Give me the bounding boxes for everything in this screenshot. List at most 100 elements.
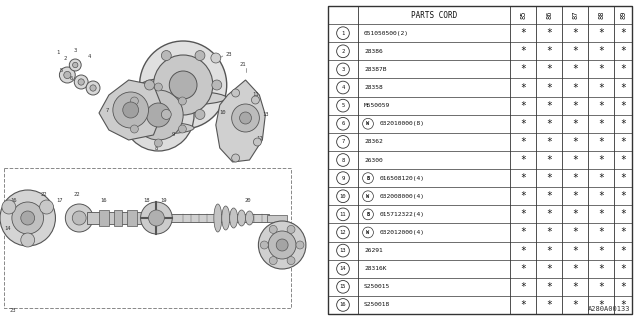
Text: 3: 3 [341,67,344,72]
Text: S250018: S250018 [364,302,390,308]
Text: 4: 4 [88,53,91,59]
Text: *: * [546,46,552,56]
Bar [170,214,269,222]
Text: *: * [620,264,626,274]
Text: 13: 13 [262,113,269,117]
Text: *: * [598,28,604,38]
Text: *: * [546,209,552,219]
Text: 015712322(4): 015712322(4) [380,212,425,217]
Text: *: * [598,173,604,183]
Circle shape [287,225,295,233]
Text: *: * [546,119,552,129]
Circle shape [86,81,100,95]
Text: *: * [598,264,604,274]
Circle shape [161,109,172,119]
Circle shape [74,75,88,89]
Text: 14: 14 [340,266,346,271]
Text: 23: 23 [226,52,232,57]
Bar [127,210,136,226]
Text: 23: 23 [10,308,17,313]
Text: 2: 2 [64,55,67,60]
Circle shape [0,190,56,246]
Circle shape [212,80,222,90]
Ellipse shape [222,206,230,230]
Text: *: * [546,245,552,256]
Text: 6: 6 [341,121,344,126]
Circle shape [253,138,261,146]
Text: 7: 7 [106,108,109,113]
Text: *: * [546,228,552,237]
Text: 16: 16 [11,197,17,203]
Ellipse shape [214,204,222,232]
Ellipse shape [154,55,213,115]
Text: 16: 16 [100,197,108,203]
Text: 5: 5 [60,68,63,73]
Text: *: * [520,137,526,147]
Text: *: * [546,264,552,274]
Text: *: * [572,191,578,201]
Text: 22: 22 [74,193,81,197]
Text: *: * [572,83,578,92]
Text: *: * [620,228,626,237]
Text: *: * [572,209,578,219]
Text: *: * [620,101,626,111]
Text: S250015: S250015 [364,284,390,289]
Text: *: * [520,46,526,56]
Circle shape [78,79,84,85]
Text: 7: 7 [341,140,344,144]
Circle shape [363,209,373,220]
Text: *: * [620,28,626,38]
Text: 28316K: 28316K [364,266,387,271]
Circle shape [141,202,172,234]
Text: 26300: 26300 [364,157,383,163]
Circle shape [268,231,296,259]
Circle shape [337,244,349,257]
Text: *: * [572,228,578,237]
Text: W: W [367,194,369,199]
Text: *: * [620,119,626,129]
Text: *: * [572,282,578,292]
Text: *: * [546,28,552,38]
Text: *: * [598,155,604,165]
Text: *: * [620,155,626,165]
Circle shape [337,81,349,94]
Text: *: * [546,83,552,92]
Text: 28362: 28362 [364,140,383,144]
Circle shape [131,97,138,105]
Circle shape [337,117,349,130]
Text: *: * [598,46,604,56]
Ellipse shape [147,103,170,127]
Text: 10: 10 [340,194,346,199]
Text: 16: 16 [340,302,346,308]
Text: 1: 1 [341,31,344,36]
Text: 26291: 26291 [364,248,383,253]
Text: *: * [598,191,604,201]
Text: 9: 9 [172,132,175,138]
Circle shape [69,59,81,71]
Circle shape [337,45,349,58]
Circle shape [337,63,349,76]
Text: 4: 4 [341,85,344,90]
Text: 016508120(4): 016508120(4) [380,176,425,180]
Text: *: * [598,228,604,237]
Text: B: B [367,212,369,217]
Circle shape [363,191,373,202]
Text: 15: 15 [340,284,346,289]
Text: 032010000(8): 032010000(8) [380,121,425,126]
Text: *: * [620,46,626,56]
Text: 18: 18 [143,197,150,203]
Text: W: W [367,230,369,235]
Text: *: * [620,245,626,256]
Text: 5: 5 [341,103,344,108]
Bar [268,215,287,222]
Circle shape [90,85,96,91]
Text: *: * [546,173,552,183]
Circle shape [20,211,35,225]
Text: A280A00133: A280A00133 [588,306,630,312]
Circle shape [232,89,239,97]
Circle shape [179,97,186,105]
Text: *: * [572,137,578,147]
Text: *: * [598,300,604,310]
Ellipse shape [123,122,194,134]
Circle shape [195,109,205,119]
